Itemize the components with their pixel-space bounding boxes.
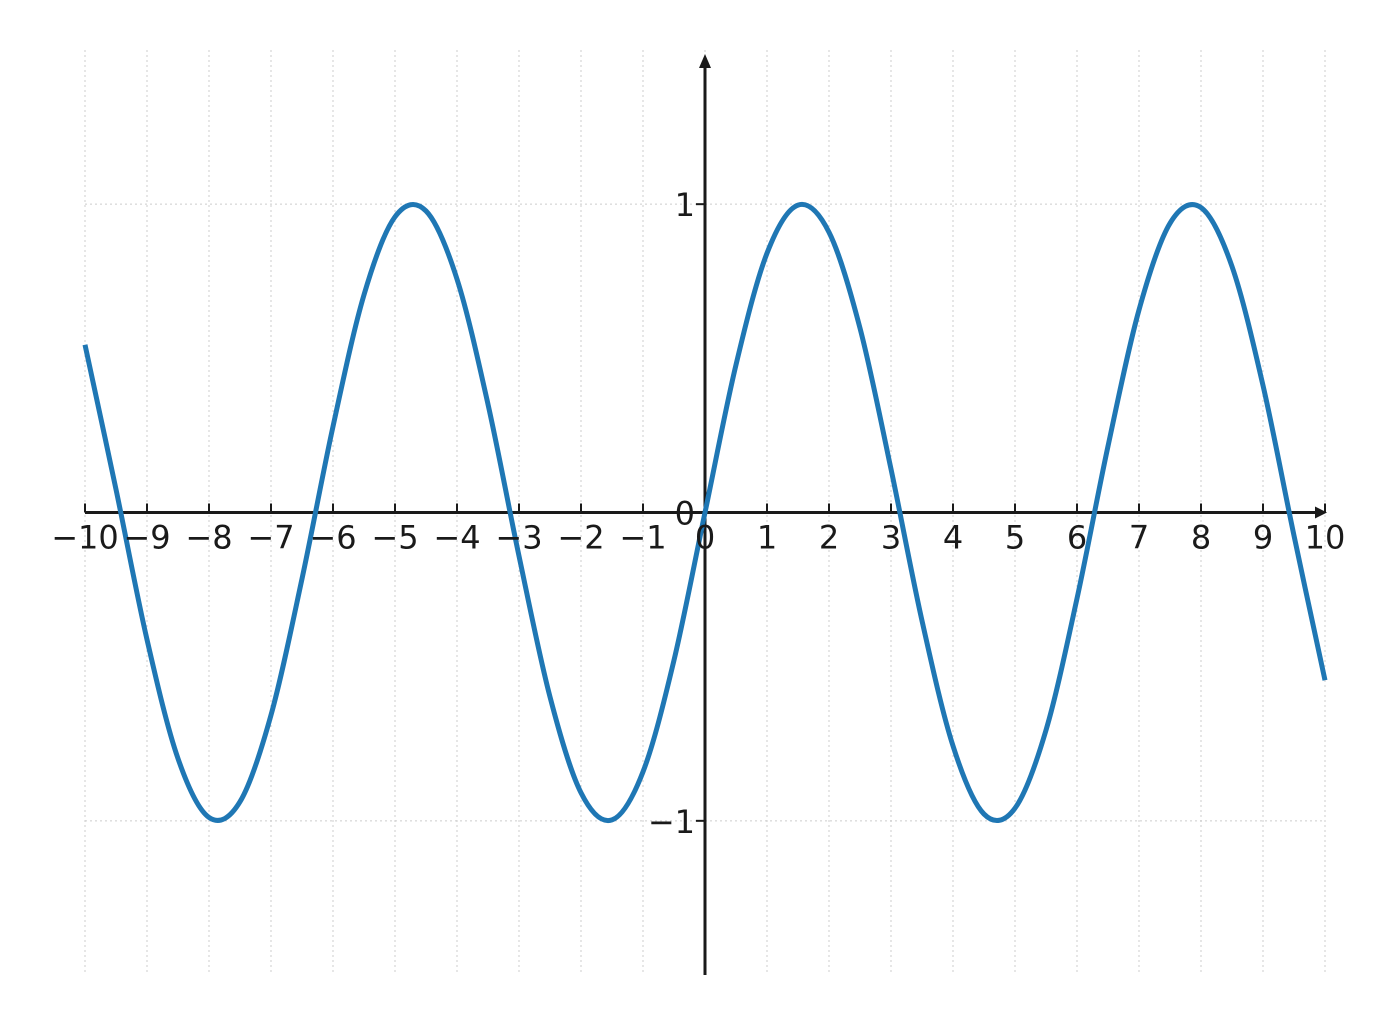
x-tick-label: −3 (495, 519, 542, 557)
x-tick-label: −10 (51, 519, 119, 557)
grid (84, 50, 1326, 975)
x-tick-label: 4 (943, 519, 963, 557)
y-tick-label: −1 (648, 803, 695, 841)
x-tick-label: 6 (1067, 519, 1087, 557)
x-tick-label: −5 (371, 519, 418, 557)
x-tick-label: 7 (1129, 519, 1149, 557)
series-line (82, 201, 1328, 824)
x-tick-label: 8 (1191, 519, 1211, 557)
x-axis-arrow (1315, 506, 1327, 519)
y-tick-label: 1 (675, 186, 695, 224)
x-tick-label: 10 (1305, 519, 1346, 557)
x-tick-label: 2 (819, 519, 839, 557)
x-tick-label: 9 (1253, 519, 1273, 557)
x-tick-label: −7 (247, 519, 294, 557)
x-tick-label: −4 (433, 519, 480, 557)
tick-labels: −10 −9 −8 −7 −6 −5 −4 −3 −2 −1 0 1 2 3 4 5 6 7 8 9 10−101 (51, 186, 1345, 841)
x-tick-label: −6 (309, 519, 356, 557)
x-tick-label: −1 (619, 519, 666, 557)
x-tick-label: −8 (185, 519, 232, 557)
y-axis-arrow (699, 54, 711, 68)
x-tick-label: 3 (881, 519, 901, 557)
y-tick-label: 0 (675, 495, 695, 533)
x-tick-label: 0 (695, 519, 715, 557)
series-layer (82, 201, 1328, 824)
x-tick-label: −9 (123, 519, 170, 557)
x-tick-label: 1 (757, 519, 777, 557)
x-tick-label: 5 (1005, 519, 1025, 557)
x-tick-label: −2 (557, 519, 604, 557)
